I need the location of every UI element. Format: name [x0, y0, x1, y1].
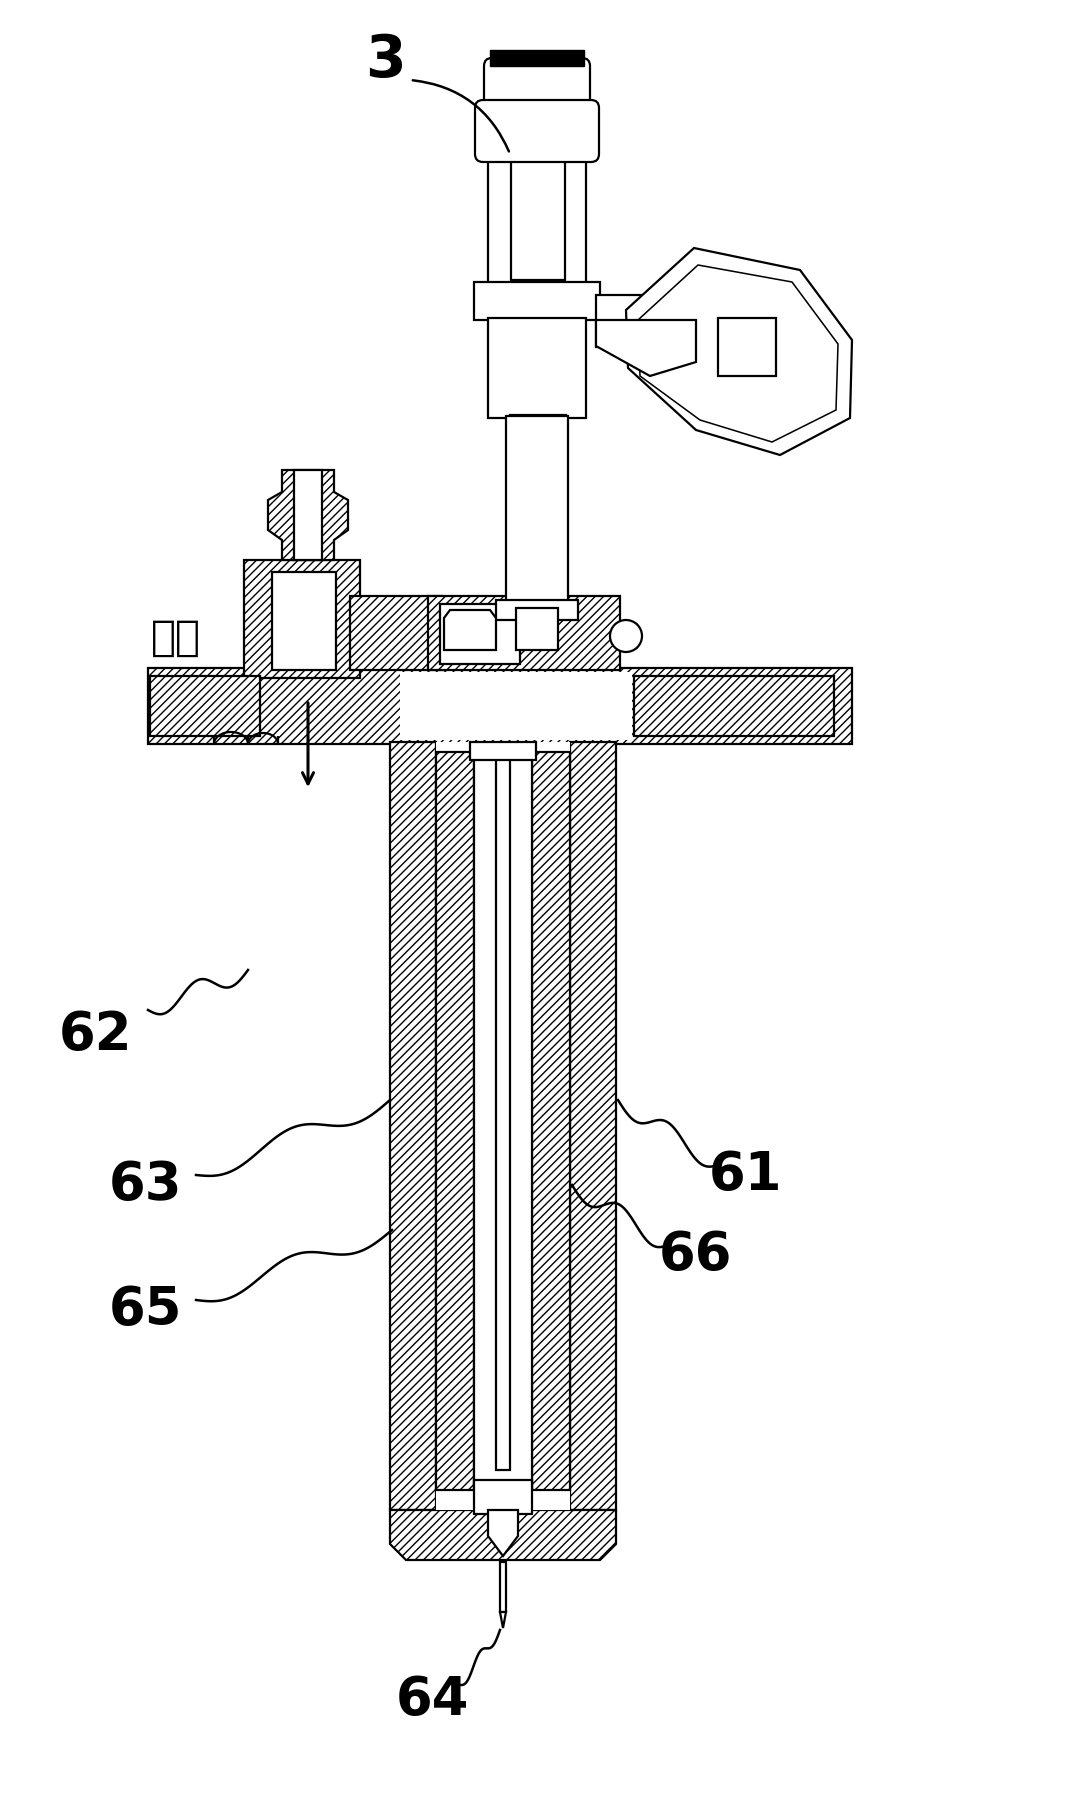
Bar [511, 157, 565, 280]
Bar [470, 742, 536, 760]
Bar [436, 742, 570, 1511]
Text: 61: 61 [708, 1149, 782, 1201]
Bar [400, 671, 632, 740]
Bar [474, 753, 532, 1491]
Bar [294, 470, 322, 561]
Bar [440, 604, 520, 664]
Polygon shape [638, 264, 838, 441]
Bar [488, 154, 586, 284]
Bar [510, 414, 566, 602]
Text: 63: 63 [108, 1160, 182, 1210]
Bar [516, 608, 558, 649]
Bar [532, 753, 570, 1491]
Bar [272, 572, 336, 669]
Bar [148, 668, 852, 743]
Polygon shape [268, 470, 348, 561]
Polygon shape [390, 1511, 616, 1559]
Polygon shape [488, 1511, 518, 1556]
Bar [474, 282, 600, 320]
Bar [570, 742, 616, 1511]
Bar [634, 677, 834, 736]
Text: 66: 66 [658, 1228, 731, 1281]
Text: 空气: 空气 [151, 617, 201, 658]
Bar [244, 561, 360, 678]
Text: 65: 65 [108, 1284, 182, 1337]
Text: 62: 62 [59, 1009, 133, 1062]
Bar [719, 318, 777, 376]
Bar [350, 595, 442, 669]
Bar [150, 677, 260, 736]
FancyBboxPatch shape [484, 58, 590, 116]
Polygon shape [626, 248, 852, 456]
Bar [429, 595, 620, 669]
Text: 64: 64 [395, 1673, 468, 1726]
Text: 3: 3 [365, 31, 405, 89]
Bar [496, 601, 578, 620]
Bar [474, 1480, 532, 1514]
Polygon shape [500, 1612, 506, 1628]
Bar [500, 1561, 506, 1612]
Bar [496, 753, 510, 1471]
Bar [506, 416, 568, 608]
Polygon shape [596, 320, 696, 376]
Bar [596, 295, 648, 347]
Bar [490, 51, 584, 65]
Bar [488, 318, 586, 418]
Polygon shape [444, 610, 496, 649]
FancyBboxPatch shape [475, 99, 599, 163]
Bar [390, 742, 436, 1511]
Bar [436, 753, 474, 1491]
Circle shape [610, 620, 642, 651]
